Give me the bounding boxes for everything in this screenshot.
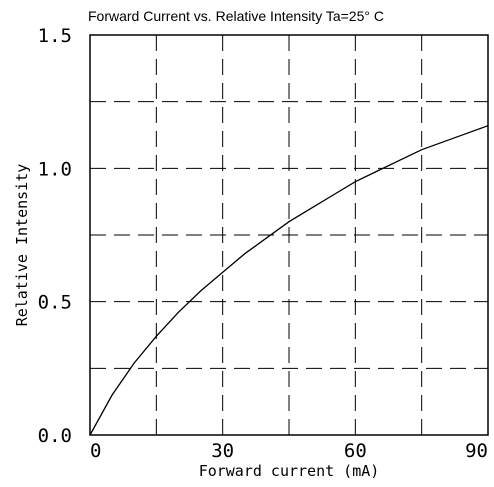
series-line — [89, 125, 489, 436]
y-tick-label: 0.5 — [38, 292, 72, 314]
x-tick-labels: 0 30 60 90 — [90, 440, 488, 462]
y-tick-label: 1.0 — [38, 158, 72, 180]
plot-frame — [89, 34, 489, 436]
grid — [90, 35, 488, 435]
x-tick-label: 0 — [90, 440, 101, 462]
x-tick-label: 30 — [211, 440, 234, 462]
x-axis-label: Forward current (mA) — [199, 462, 380, 480]
y-tick-label: 0.0 — [38, 425, 72, 447]
y-tick-label: 1.5 — [38, 25, 72, 47]
x-tick-label: 90 — [465, 440, 488, 462]
y-axis-label: Relative Intensity — [13, 164, 31, 327]
chart-title: Forward Current vs. Relative Intensity T… — [88, 8, 384, 24]
y-tick-labels: 0.0 0.5 1.0 1.5 — [38, 25, 72, 447]
x-tick-label: 60 — [344, 440, 367, 462]
